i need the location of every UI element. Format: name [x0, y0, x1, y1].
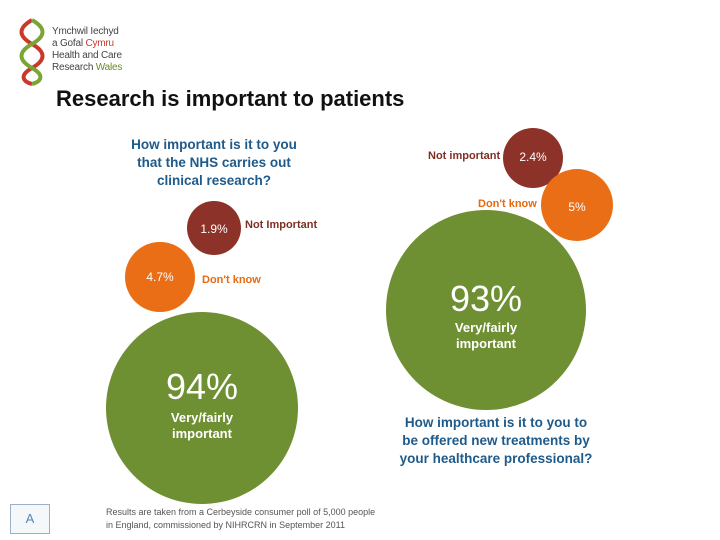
pct-not-important-1: 1.9% — [200, 222, 228, 236]
source-note: Results are taken from a Cerbeyside cons… — [106, 507, 376, 530]
label-dont-know-1: Don't know — [202, 274, 261, 286]
logo-text: Ymchwil Iechyd a Gofal Cymru Health and … — [52, 26, 122, 74]
logo-line: Cymru — [85, 38, 114, 49]
label-line: important — [456, 336, 516, 351]
label-very-important-2: Very/fairly important — [426, 320, 546, 352]
logo: Ymchwil Iechyd a Gofal Cymru Health and … — [14, 14, 154, 86]
logo-line: Wales — [95, 62, 123, 73]
logo-line: Research — [52, 62, 94, 73]
label-line: Very/fairly — [170, 410, 234, 425]
question-line: that the NHS carries out — [137, 155, 291, 170]
question-1: How important is it to you that the NHS … — [104, 136, 324, 190]
pct-dont-know-1: 4.7% — [146, 270, 174, 284]
bubble-not-important-2 — [503, 128, 563, 188]
logo-line: a Gofal — [52, 38, 83, 49]
label-very-important-1: Very/fairly important — [142, 410, 262, 442]
label-dont-know-2: Don't know — [478, 198, 537, 210]
page-title: Research is important to patients — [56, 86, 405, 111]
logo-helix-icon — [19, 18, 45, 86]
question-line: be offered new treatments by — [402, 433, 590, 448]
question-line: clinical research? — [156, 173, 272, 188]
bubble-not-important-1 — [187, 201, 241, 255]
slide-badge: A — [10, 504, 50, 534]
pct-very-important-2: 93% — [449, 278, 523, 319]
pct-not-important-2: 2.4% — [519, 150, 547, 164]
logo-line: Ymchwil Iechyd — [52, 26, 119, 37]
question-2: How important is it to you to be offered… — [380, 414, 612, 468]
bubble-dont-know-1 — [125, 242, 195, 312]
bubble-very-important-1 — [106, 312, 298, 504]
logo-line: Health and Care — [52, 50, 122, 61]
label-line: important — [172, 426, 232, 441]
label-not-important-2: Not important — [428, 150, 501, 162]
question-line: How important is it to you to — [404, 415, 588, 430]
question-line: your healthcare professional? — [399, 451, 593, 466]
label-not-important-1: Not Important — [245, 219, 318, 231]
pct-dont-know-2: 5% — [568, 200, 586, 214]
pct-very-important-1: 94% — [165, 366, 239, 407]
bubble-dont-know-2 — [541, 169, 613, 241]
question-line: How important is it to you — [131, 137, 297, 152]
label-line: Very/fairly — [454, 320, 518, 335]
bubble-very-important-2 — [386, 210, 586, 410]
